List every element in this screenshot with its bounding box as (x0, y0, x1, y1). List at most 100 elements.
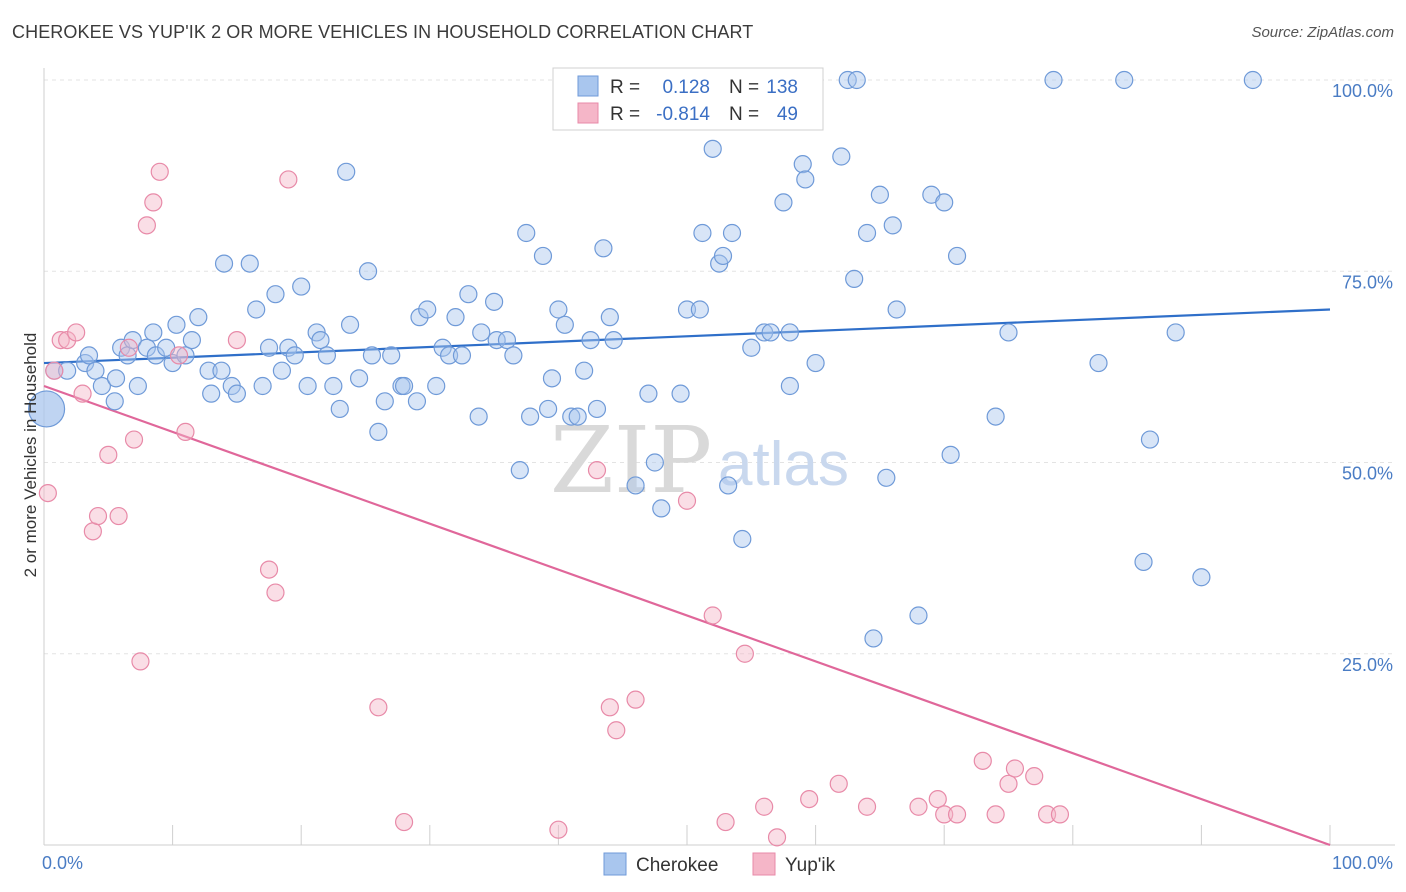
point-yupik (119, 338, 138, 357)
point-cherokee (1089, 353, 1108, 373)
point-cherokee (394, 376, 414, 396)
grid-lines (44, 79, 1395, 655)
point-cherokee (1166, 323, 1185, 342)
point-yupik (67, 323, 86, 342)
point-cherokee (1134, 552, 1153, 572)
point-yupik (800, 789, 819, 809)
point-yupik (124, 430, 144, 449)
legend-bottom-label-yupik: Yup'ik (785, 855, 836, 876)
point-cherokee (189, 308, 208, 327)
point-cherokee (285, 346, 304, 365)
point-yupik (909, 797, 928, 816)
point-yupik (703, 606, 722, 625)
point-yupik (99, 445, 118, 464)
point-cherokee (542, 369, 562, 388)
point-cherokee (510, 461, 529, 480)
watermark-atlas: atlas (718, 430, 849, 499)
y-axis-title: 2 or more Vehicles in Household (21, 333, 40, 578)
point-cherokee (410, 308, 429, 327)
point-cherokee (212, 361, 231, 380)
legend-bottom-swatch-yupik (752, 852, 776, 876)
legend-r-value: -0.814 (656, 104, 710, 125)
point-yupik (986, 805, 1005, 824)
point-cherokee (761, 323, 780, 342)
point-yupik (607, 721, 626, 740)
point-cherokee (713, 246, 733, 266)
point-cherokee (555, 315, 574, 334)
point-cherokee (935, 193, 954, 212)
point-yupik (735, 644, 754, 663)
point-cherokee (427, 376, 446, 396)
point-cherokee (439, 346, 459, 365)
point-cherokee (497, 331, 517, 350)
point-yupik (45, 361, 64, 380)
point-cherokee (340, 315, 360, 334)
point-cherokee (877, 468, 896, 487)
point-yupik (1050, 805, 1070, 824)
x-tick-label-min: 0.0% (42, 853, 83, 873)
point-yupik (600, 698, 619, 717)
point-yupik (973, 751, 992, 770)
point-yupik (83, 522, 102, 541)
point-cherokee (202, 384, 221, 403)
point-cherokee (883, 216, 902, 235)
point-cherokee (1044, 70, 1063, 90)
point-cherokee (504, 346, 523, 365)
point-cherokee (298, 376, 317, 396)
tick-labels: 25.0% 50.0% 75.0% 100.0% 0.0% 100.0% (42, 81, 1393, 873)
point-yupik (935, 805, 954, 824)
point-cherokee (358, 262, 378, 281)
legend-bottom-label-cherokee: Cherokee (636, 855, 718, 876)
point-yupik (259, 560, 279, 579)
point-cherokee (847, 70, 866, 90)
point-yupik (227, 331, 246, 350)
point-cherokee (864, 629, 883, 648)
x-tick-label-max: 100.0% (1332, 853, 1393, 873)
y-tick-label-0: 25.0% (1342, 655, 1393, 675)
point-yupik (176, 422, 195, 441)
point-cherokee (79, 346, 99, 365)
point-cherokee (575, 361, 594, 380)
point-cherokee (568, 407, 587, 426)
point-yupik (857, 797, 877, 816)
point-cherokee (144, 323, 163, 342)
point-cherokee (703, 139, 722, 158)
point-yupik (716, 812, 735, 832)
point-cherokee (1192, 568, 1211, 587)
point-cherokee (240, 254, 259, 273)
point-cherokee (292, 277, 311, 296)
legend-n-value: 49 (777, 104, 798, 125)
point-cherokee (459, 285, 478, 304)
point-cherokee (485, 292, 504, 311)
point-cherokee (253, 376, 272, 396)
trend-line-cherokee (43, 308, 1331, 365)
point-cherokee (407, 392, 427, 411)
point-cherokee (549, 300, 568, 319)
legend-r-label: R = (610, 104, 640, 125)
point-cherokee (677, 300, 697, 319)
y-tick-label-3: 100.0% (1332, 81, 1393, 101)
point-cherokee (487, 331, 506, 350)
point-cherokee (418, 300, 437, 319)
point-cherokee (272, 361, 292, 380)
axes (43, 68, 1395, 846)
point-cherokee (128, 376, 147, 396)
point-cherokee (733, 529, 752, 549)
point-cherokee (870, 185, 890, 204)
point-yupik (109, 506, 128, 526)
point-cherokee (562, 407, 581, 426)
point-cherokee (324, 376, 343, 396)
point-cherokee (176, 346, 195, 365)
trend-lines (43, 308, 1331, 847)
point-cherokee (587, 399, 607, 419)
point-yupik (369, 698, 388, 717)
point-cherokee (27, 390, 66, 428)
point-yupik (1037, 805, 1057, 824)
y-tick-label-1: 50.0% (1342, 464, 1393, 484)
point-cherokee (626, 476, 645, 495)
point-cherokee (167, 315, 186, 334)
point-cherokee (671, 384, 690, 403)
point-cherokee (199, 361, 218, 380)
point-cherokee (722, 223, 742, 243)
point-cherokee (369, 422, 388, 441)
